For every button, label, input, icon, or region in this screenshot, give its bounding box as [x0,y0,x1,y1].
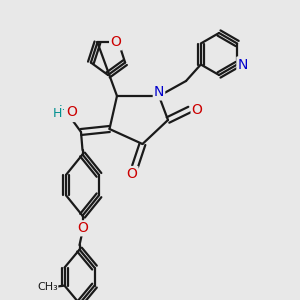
Text: N: N [237,58,248,71]
Text: O: O [127,167,137,181]
Text: O: O [110,35,121,50]
Text: O: O [77,221,88,235]
Text: O: O [192,103,203,116]
Text: CH₃: CH₃ [37,282,58,292]
Text: O: O [67,106,77,119]
Text: O: O [65,107,76,121]
Text: H: H [59,103,68,117]
Text: N: N [154,85,164,99]
Text: H: H [53,106,62,120]
